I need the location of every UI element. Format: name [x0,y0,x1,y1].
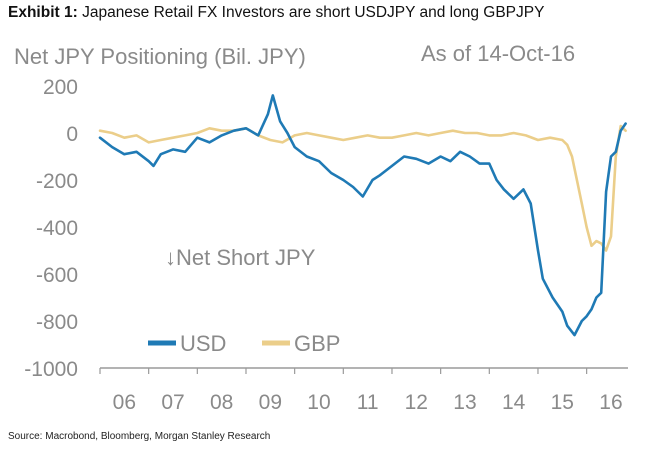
y-tick-label: 0 [66,123,78,146]
y-tick-label: -600 [36,264,78,287]
x-tick-label: 16 [599,391,622,414]
y-tick-label: -1000 [24,358,78,381]
exhibit-label: Exhibit 1: [8,4,78,21]
y-tick-label: -800 [36,311,78,334]
y-axis: 200 0 -200 -400 -600 -800 -1000 [24,76,78,381]
legend-usd-label: USD [180,331,226,356]
x-tick-label: 13 [453,391,476,414]
x-tick-label: 09 [259,391,282,414]
x-tick-label: 07 [161,391,184,414]
x-tick-label: 15 [551,391,574,414]
y-tick-label: 200 [43,76,78,99]
exhibit-title: Japanese Retail FX Investors are short U… [82,4,545,21]
x-tick-label: 11 [357,391,379,414]
x-axis: 06 07 08 09 10 11 12 13 14 15 16 [99,367,628,414]
legend: USD GBP [148,331,340,356]
x-tick-label: 10 [307,391,330,414]
plot-area [98,94,627,337]
exhibit-heading: Exhibit 1: Japanese Retail FX Investors … [8,4,544,22]
source-note: Source: Macrobond, Bloomberg, Morgan Sta… [8,431,271,442]
x-tick-label: 14 [502,391,526,414]
y-tick-label: -400 [36,217,78,240]
chart-subtitle: As of 14-Oct-16 [421,41,575,66]
series-line-usd [98,94,627,337]
x-tick-label: 06 [113,391,136,414]
series-line-gbp [98,124,627,252]
annotation-net-short-jpy: ↓Net Short JPY [165,245,316,270]
x-tick-label: 08 [210,391,233,414]
x-tick-label: 12 [405,391,428,414]
y-tick-label: -200 [36,170,78,193]
chart-title: Net JPY Positioning (Bil. JPY) [14,44,306,69]
legend-gbp-label: GBP [294,331,340,356]
